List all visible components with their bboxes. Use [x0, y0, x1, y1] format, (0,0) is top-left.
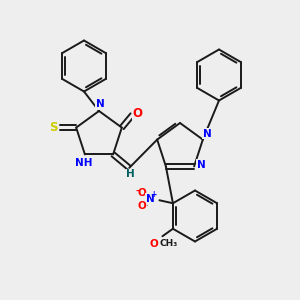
- Text: O: O: [137, 188, 146, 198]
- Text: N: N: [203, 129, 212, 139]
- Text: +: +: [150, 190, 157, 199]
- Text: N: N: [96, 99, 105, 110]
- Text: O: O: [149, 239, 158, 249]
- Text: O: O: [133, 107, 143, 120]
- Text: NH: NH: [75, 158, 92, 168]
- Text: S: S: [49, 121, 57, 134]
- Text: -: -: [135, 187, 139, 196]
- Text: O: O: [137, 201, 146, 211]
- Text: N: N: [197, 160, 206, 170]
- Text: CH₃: CH₃: [159, 239, 178, 248]
- Text: H: H: [126, 169, 135, 179]
- Text: N: N: [146, 194, 155, 204]
